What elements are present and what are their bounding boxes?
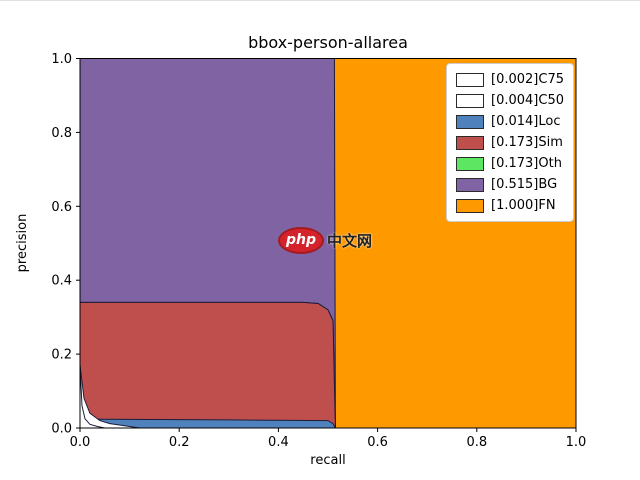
x-axis-label: recall	[310, 453, 345, 468]
y-axis-label: precision	[15, 214, 30, 273]
y-tick-label: 0.4	[51, 274, 72, 289]
x-tick-label: 0.2	[169, 435, 190, 450]
y-tick-label: 0.6	[51, 200, 72, 215]
x-tick-label: 0.0	[70, 435, 91, 450]
legend-label: [0.173]Oth	[491, 156, 562, 171]
legend-label: [0.004]C50	[491, 93, 564, 108]
area-0173Sim	[79, 301, 336, 429]
legend-item: [0.515]BG	[456, 174, 564, 195]
legend-label: [0.002]C75	[491, 72, 564, 87]
legend-label: [1.000]FN	[491, 198, 556, 213]
legend-swatch	[456, 198, 485, 213]
legend-swatch	[456, 72, 485, 87]
legend-swatch	[456, 114, 485, 129]
legend-item: [0.004]C50	[456, 90, 564, 111]
legend-label: [0.014]Loc	[491, 114, 561, 129]
legend-swatch	[456, 93, 485, 108]
legend-label: [0.173]Sim	[491, 135, 563, 150]
legend-swatch	[456, 177, 485, 192]
legend-item: [0.002]C75	[456, 69, 564, 90]
x-tick-label: 1.0	[566, 435, 587, 450]
y-tick-label: 0.0	[51, 422, 72, 437]
y-tick-label: 0.8	[51, 126, 72, 141]
legend: [0.002]C75 [0.004]C50 [0.014]Loc [0.173]Sim…	[446, 63, 574, 222]
chart-title: bbox-person-allarea	[248, 33, 408, 52]
plot-frame	[79, 58, 577, 429]
legend-item: [0.014]Loc	[456, 111, 564, 132]
legend-item: [0.173]Sim	[456, 132, 564, 153]
watermark: php 中文网	[278, 227, 372, 254]
legend-swatch	[456, 135, 485, 150]
y-tick-label: 0.2	[51, 348, 72, 363]
axes: 0.0 0.2 0.4 0.6 0.8 1.0 0.0 0.2 0.4 0.6 0.8 1.0	[51, 52, 586, 450]
legend-label: [0.515]BG	[491, 177, 558, 192]
legend-swatch	[456, 156, 485, 171]
legend-item: [1.000]FN	[456, 195, 564, 216]
legend-item: [0.173]Oth	[456, 153, 564, 174]
y-tick-label: 1.0	[51, 52, 72, 67]
x-tick-label: 0.8	[466, 435, 487, 450]
php-logo-badge: php	[278, 227, 325, 254]
x-tick-label: 0.6	[367, 435, 388, 450]
x-tick-label: 0.4	[268, 435, 289, 450]
watermark-text: 中文网	[327, 232, 373, 250]
